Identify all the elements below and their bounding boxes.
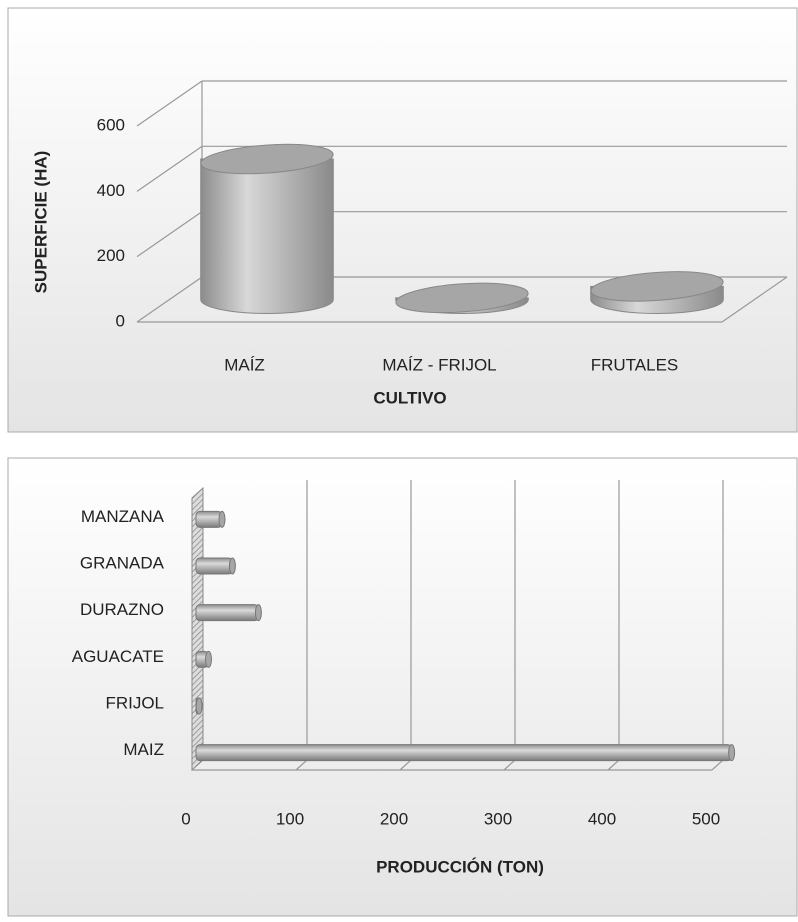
chart: SUPERFICIE (HA) CULTIVO 0 200 400 600 MAÍZ MA… <box>31 80 788 407</box>
x-tick-label: 500 <box>692 809 720 828</box>
bar-body <box>195 510 223 528</box>
bar-end <box>204 650 212 668</box>
bar-top <box>590 271 724 302</box>
x-tick-label: 400 <box>588 809 616 828</box>
x-tick-label: 0 <box>181 809 190 828</box>
bar-top <box>200 143 334 175</box>
bar <box>200 143 334 314</box>
y-tick-label: MAIZ <box>123 740 164 759</box>
bar-body <box>200 158 334 314</box>
bar-top <box>395 282 529 314</box>
y-tick-label: FRIJOL <box>105 693 164 712</box>
bar-end <box>728 744 736 762</box>
grid-line <box>136 211 203 258</box>
y-tick-label: 0 <box>116 311 125 330</box>
panel <box>7 457 798 917</box>
axis <box>721 276 788 323</box>
bar <box>195 744 736 762</box>
bar-body <box>195 557 233 575</box>
bar-end <box>228 557 236 575</box>
y-tick-label: GRANADA <box>80 553 165 572</box>
grid-line <box>136 276 203 323</box>
wall <box>191 486 204 772</box>
bar <box>195 557 236 575</box>
grid-line <box>711 759 724 771</box>
bar-body <box>195 604 259 622</box>
y-axis-title: SUPERFICIE (HA) <box>31 151 50 294</box>
grid-line <box>136 80 203 127</box>
bar <box>590 271 724 314</box>
x-tick-label: 300 <box>484 809 512 828</box>
y-tick-label: 200 <box>97 246 125 265</box>
bar-body <box>195 744 733 762</box>
bar <box>195 604 262 622</box>
grid-line <box>503 759 516 771</box>
bar <box>395 282 529 314</box>
chart: PRODUCCIÓN (TON) 0 100 200 300 400 500 MANZANA… <box>72 480 736 876</box>
y-tick-label: 400 <box>97 181 125 200</box>
y-tick-label: AGUACATE <box>72 647 164 666</box>
x-tick-label: MAÍZ <box>224 355 265 374</box>
x-axis-title: PRODUCCIÓN (TON) <box>376 857 544 876</box>
bar-end <box>254 604 262 622</box>
grid-line <box>295 759 308 771</box>
panel <box>7 7 798 433</box>
x-tick-label: MAÍZ - FRIJOL <box>382 355 496 374</box>
bar <box>195 697 203 715</box>
bar-end <box>195 697 203 715</box>
y-tick-label: 600 <box>97 115 125 134</box>
y-tick-label: DURAZNO <box>80 600 164 619</box>
x-axis-title: CULTIVO <box>373 388 446 407</box>
bar <box>195 650 212 668</box>
y-tick-label: MANZANA <box>81 507 165 526</box>
x-tick-label: FRUTALES <box>591 355 679 374</box>
bar-end <box>218 510 226 528</box>
bar <box>195 510 226 528</box>
grid-line <box>399 759 412 771</box>
grid-line <box>136 145 203 192</box>
grid-line <box>607 759 620 771</box>
x-tick-label: 200 <box>380 809 408 828</box>
x-tick-label: 100 <box>276 809 304 828</box>
